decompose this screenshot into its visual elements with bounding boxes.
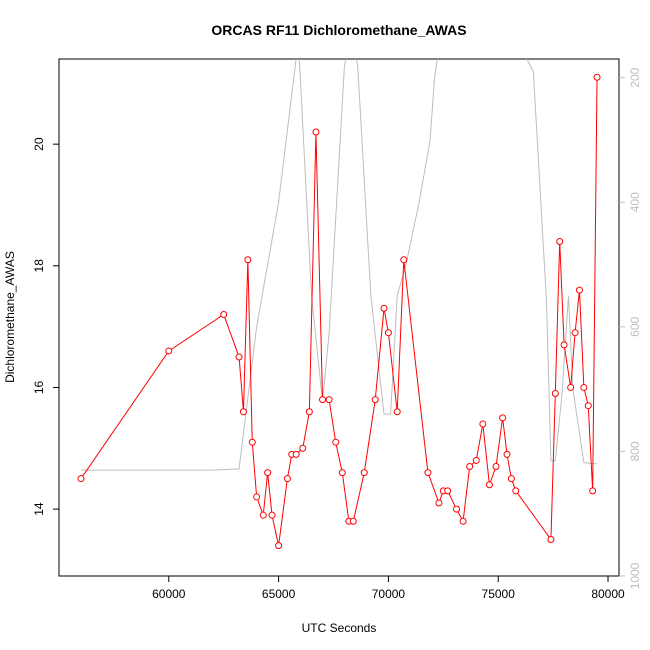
x-tick-label: 80000	[591, 587, 625, 601]
data-point	[165, 347, 173, 355]
data-point	[551, 390, 559, 398]
data-point	[435, 499, 443, 507]
data-point	[400, 256, 408, 264]
data-point	[332, 438, 340, 446]
data-point	[424, 469, 432, 477]
data-point	[571, 329, 579, 337]
y-tick-label: 20	[32, 137, 46, 151]
x-axis-label: UTC Seconds	[302, 621, 377, 635]
x-tick-label: 75000	[482, 587, 516, 601]
data-point	[371, 396, 379, 404]
data-point	[299, 444, 307, 452]
data-point	[305, 408, 313, 416]
data-point	[275, 542, 283, 550]
primary-series-line	[80, 77, 598, 546]
data-point	[235, 353, 243, 361]
data-point	[264, 469, 272, 477]
data-point	[268, 511, 276, 519]
plot-series	[77, 59, 601, 550]
x-axis: 60000 65000 70000 75000 80000	[152, 576, 625, 601]
data-point	[349, 517, 357, 525]
data-point	[584, 402, 592, 410]
data-point	[472, 456, 480, 464]
data-point	[220, 310, 228, 318]
data-point	[312, 128, 320, 136]
plot-frame	[58, 58, 620, 577]
y-axis: 14 16 18 20	[32, 137, 59, 516]
data-point	[380, 304, 388, 312]
data-point	[384, 329, 392, 337]
data-point	[589, 487, 597, 495]
data-point	[459, 517, 467, 525]
data-point	[248, 438, 256, 446]
data-point	[567, 383, 575, 391]
data-point	[292, 450, 300, 458]
data-point	[283, 475, 291, 483]
data-point	[452, 505, 460, 513]
y2-tick-label: 600	[628, 317, 642, 337]
data-point	[503, 450, 511, 458]
y-tick-label: 16	[32, 380, 46, 394]
data-point	[560, 341, 568, 349]
y2-tick-label: 200	[628, 67, 642, 87]
data-point	[499, 414, 507, 422]
y2-tick-label: 1000	[628, 562, 642, 589]
data-point	[556, 237, 564, 245]
data-point	[325, 396, 333, 404]
data-point	[547, 536, 555, 544]
data-point	[507, 475, 515, 483]
data-point	[492, 463, 500, 471]
data-point	[575, 286, 583, 294]
data-point	[593, 73, 601, 81]
data-point	[479, 420, 487, 428]
data-point	[512, 487, 520, 495]
chart-title: ORCAS RF11 Dichloromethane_AWAS	[211, 22, 466, 38]
data-point	[319, 396, 327, 404]
data-point	[360, 469, 368, 477]
data-point	[77, 475, 85, 483]
data-point	[244, 256, 252, 264]
x-tick-label: 60000	[152, 587, 186, 601]
data-point	[259, 511, 267, 519]
data-point	[239, 408, 247, 416]
y-tick-label: 14	[32, 502, 46, 516]
y2-tick-label: 400	[628, 192, 642, 212]
plot-area	[77, 59, 601, 550]
data-point	[485, 481, 493, 489]
x-tick-label: 70000	[372, 587, 406, 601]
data-point	[393, 408, 401, 416]
data-point	[338, 469, 346, 477]
data-point	[253, 493, 261, 501]
data-point	[580, 383, 588, 391]
y2-tick-label: 800	[628, 441, 642, 461]
y2-axis: 200 400 600 800 1000	[619, 67, 642, 589]
data-point	[444, 487, 452, 495]
x-tick-label: 65000	[262, 587, 296, 601]
y-tick-label: 18	[32, 259, 46, 273]
secondary-series-line	[80, 59, 598, 471]
y-axis-label: Dichloromethane_AWAS	[3, 251, 17, 383]
data-point	[466, 463, 474, 471]
